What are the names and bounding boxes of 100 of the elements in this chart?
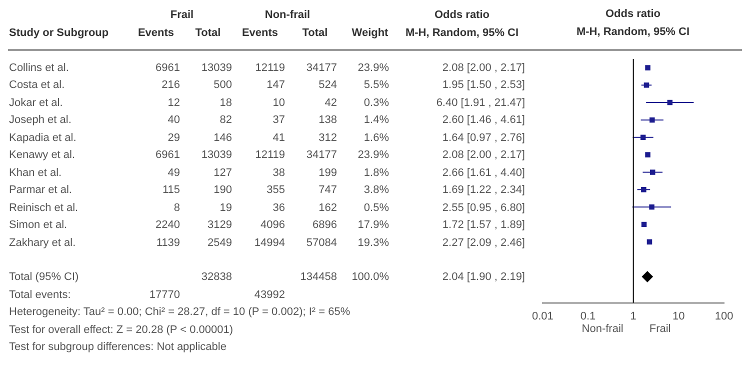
category-label: Collins et al.: [9, 62, 69, 74]
text: 2.66 [1.61 , 4.40]: [442, 166, 525, 179]
category-label: Weight: [352, 26, 388, 40]
text: 216: [162, 79, 180, 92]
text: 42: [324, 96, 337, 109]
category-label: Events: [138, 26, 174, 40]
text: Non-frail: [582, 322, 624, 335]
text: 49: [168, 166, 180, 179]
text: 2240: [156, 219, 180, 232]
text: 199: [318, 166, 337, 179]
text: 2.60 [1.46 , 4.61]: [442, 114, 525, 126]
text: Odds ratio: [434, 8, 490, 22]
text: 17770: [149, 288, 180, 301]
text: 0.5%: [364, 202, 389, 214]
text: 500: [214, 79, 232, 92]
text: 34177: [306, 149, 337, 162]
text: 2.08 [2.00 , 2.17]: [442, 149, 525, 162]
text: 13039: [201, 149, 232, 162]
text: 2.08 [2.00 , 2.17]: [442, 62, 525, 74]
text: 14994: [254, 236, 285, 248]
text: 29: [168, 132, 180, 144]
category-label: Joseph et al.: [9, 114, 72, 126]
category-label: Kenawy et al.: [9, 149, 76, 162]
text: 100.0%: [352, 271, 389, 284]
text: Non-frail: [264, 8, 310, 22]
text: 2.04 [1.90 , 2.19]: [442, 271, 525, 284]
text: 19.3%: [358, 236, 389, 248]
text: 0.3%: [364, 96, 389, 109]
text: 23.9%: [358, 149, 389, 162]
text: 1.69 [1.22 , 2.34]: [442, 184, 525, 196]
text: 127: [214, 166, 232, 179]
text: 747: [318, 184, 337, 196]
text: 6896: [312, 219, 337, 232]
text: 1.4%: [364, 114, 389, 126]
text: 524: [318, 79, 337, 92]
text: Frail: [170, 8, 194, 22]
category-label: Zakhary et al.: [9, 236, 76, 248]
category-label: Total events:: [9, 288, 71, 301]
text: 32838: [201, 271, 232, 284]
text: 2549: [208, 236, 232, 248]
category-label: Kapadia et al.: [9, 132, 76, 144]
text: 40: [168, 114, 180, 126]
text: Test for overall effect: Z = 20.28 (P < 0.00001): [9, 322, 234, 337]
text: 1.6%: [364, 132, 389, 144]
category-label: Costa et al.: [9, 79, 65, 92]
text: 6961: [156, 149, 180, 162]
chart-title: Odds ratio: [604, 8, 662, 20]
text: 13039: [201, 62, 232, 74]
text: 146: [214, 132, 232, 144]
category-label: Reinisch et al.: [9, 202, 78, 214]
text: 12: [168, 96, 180, 109]
text: 41: [272, 132, 285, 144]
text: 115: [162, 184, 180, 196]
text: Heterogeneity: Tau² = 0.00; Chi² = 28.27, df = 10 (P = 0.002); I² = 65%: [9, 305, 350, 320]
text: 6.40 [1.91 , 21.47]: [436, 96, 525, 109]
text: 37: [272, 114, 285, 126]
text: 162: [318, 202, 337, 214]
category-label: Khan et al.: [9, 166, 62, 179]
text: 57084: [306, 236, 337, 248]
text: 38: [272, 166, 285, 179]
category-label: Events: [242, 26, 278, 40]
text: Study or Subgroup: [9, 26, 109, 40]
text: 3129: [208, 219, 232, 232]
text: 36: [272, 202, 285, 214]
chart-subtitle: M-H, Random, 95% CI: [575, 26, 691, 38]
text: 3.8%: [364, 184, 389, 196]
text: 34177: [306, 62, 337, 74]
text: 10: [272, 96, 285, 109]
text: 8: [174, 202, 180, 214]
category-label: Total (95% CI): [9, 271, 79, 284]
text: 2.55 [0.95 , 6.80]: [442, 202, 525, 214]
text: 1.72 [1.57 , 1.89]: [442, 219, 525, 232]
text: 1.64 [0.97 , 2.76]: [442, 132, 525, 144]
category-label: Simon et al.: [9, 219, 68, 232]
x-tick-label: 0.01: [532, 310, 554, 322]
text: 18: [220, 96, 232, 109]
text: 1.8%: [364, 166, 389, 179]
category-label: Total: [195, 26, 221, 40]
x-tick-label: 10: [672, 310, 685, 322]
text: 43992: [254, 288, 285, 301]
text: 190: [214, 184, 232, 196]
text: 312: [318, 132, 337, 144]
text: 82: [220, 114, 232, 126]
text: 6961: [156, 62, 180, 74]
text: 1139: [156, 236, 180, 248]
x-tick-label: 0.1: [580, 310, 596, 322]
text: 23.9%: [358, 62, 389, 74]
x-tick-label: 100: [714, 310, 734, 322]
category-label: M-H, Random, 95% CI: [405, 26, 519, 40]
text: 19: [220, 202, 232, 214]
text: Frail: [649, 322, 671, 335]
text: 355: [266, 184, 285, 196]
category-label: Total: [302, 26, 328, 40]
text: Test for subgroup differences: Not applicable: [9, 340, 226, 354]
text: 4096: [260, 219, 285, 232]
text: 5.5%: [364, 79, 389, 92]
text: 2.27 [2.09 , 2.46]: [442, 236, 525, 248]
text: 12119: [255, 149, 285, 162]
category-label: Parmar et al.: [9, 184, 72, 196]
category-label: Jokar et al.: [9, 96, 63, 109]
